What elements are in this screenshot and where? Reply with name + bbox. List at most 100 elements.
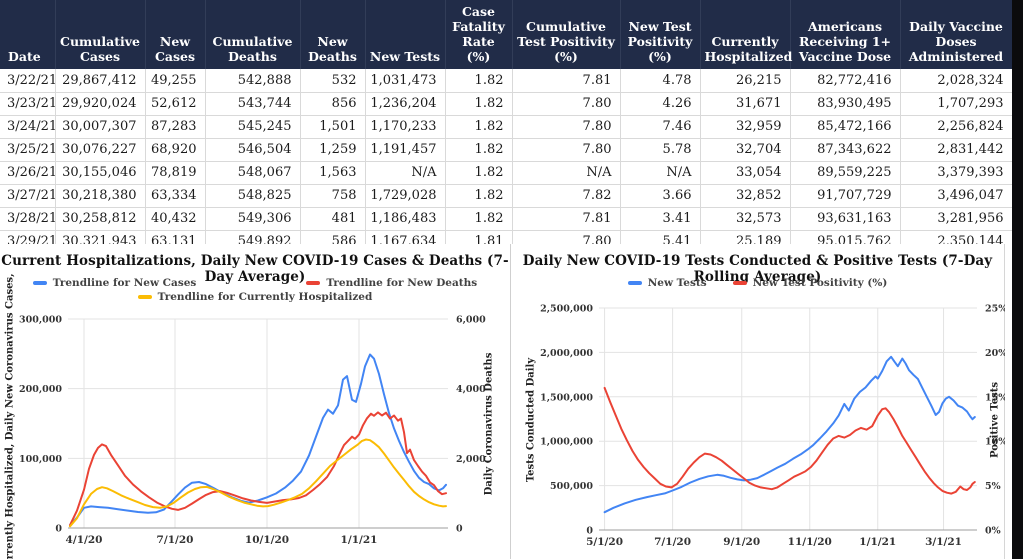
- left-chart-left-axis-title: Currently Hospitalized, Daily New Corona…: [4, 273, 16, 559]
- table-cell: 30,076,227: [55, 138, 146, 162]
- table-row: 3/25/21 30,076,227 68,920 546,504 1,259 1,191…: [0, 138, 1013, 162]
- table-row: 3/24/21 30,007,307 87,283 545,245 1,501 1,170…: [0, 115, 1013, 139]
- svg-text:7/1/20: 7/1/20: [654, 536, 691, 548]
- table-cell: 3/22/21: [0, 69, 56, 93]
- table-cell: 1.82: [445, 207, 513, 231]
- svg-text:0: 0: [456, 524, 463, 535]
- table-cell: 1.82: [445, 69, 513, 93]
- table-cell: 1,236,204: [365, 92, 446, 116]
- table-cell: 7.82: [512, 184, 621, 208]
- column-header: Currently Hospitalized: [700, 0, 792, 69]
- table-cell: 93,631,163: [790, 207, 901, 231]
- svg-text:1/1/21: 1/1/21: [859, 536, 896, 548]
- svg-text:2,000: 2,000: [456, 454, 486, 465]
- charts-row: Current Hospitalizations, Daily New COVI…: [0, 244, 1012, 559]
- column-header: New Cases: [145, 0, 206, 69]
- table-cell: 3/25/21: [0, 138, 56, 162]
- table-cell: 5.78: [620, 138, 701, 162]
- chart-panel-hospitalizations-cases-deaths: Current Hospitalizations, Daily New COVI…: [0, 244, 511, 559]
- table-cell: N/A: [620, 161, 701, 185]
- table-cell: 32,959: [700, 115, 791, 139]
- tests-positivity-chart: 5/1/20 7/1/20 9/1/20 11/1/20 1/1/21 3/1/21 0 0%…: [540, 304, 1005, 549]
- svg-text:2,500,000: 2,500,000: [540, 304, 593, 315]
- svg-text:10/1/20: 10/1/20: [245, 534, 289, 546]
- table-cell: 1,191,457: [365, 138, 446, 162]
- table-cell: 856: [300, 92, 366, 116]
- left-chart-title: Current Hospitalizations, Daily New COVI…: [1, 253, 509, 285]
- table-cell: 29,920,024: [55, 92, 146, 116]
- table-cell: 545,245: [205, 115, 301, 139]
- hospitalizations-cases-deaths-chart: 4/1/20 7/1/20 10/1/20 1/1/21 0 0 100,000 2,000 2…: [19, 315, 486, 547]
- table-cell: N/A: [512, 161, 621, 185]
- table-cell: 32,704: [700, 138, 791, 162]
- table-cell: 3/28/21: [0, 207, 56, 231]
- svg-text:1/1/21: 1/1/21: [341, 534, 378, 546]
- svg-text:7/1/20: 7/1/20: [157, 534, 194, 546]
- legend-label: Trendline for New Cases: [52, 277, 197, 289]
- svg-text:1,500,000: 1,500,000: [540, 392, 593, 403]
- column-header: New Tests: [365, 0, 446, 69]
- table-row: 3/26/21 30,155,046 78,819 548,067 1,563 N/A 1.…: [0, 161, 1013, 185]
- table-cell: 33,054: [700, 161, 791, 185]
- table-cell: 2,831,442: [900, 138, 1013, 162]
- table-cell: 49,255: [145, 69, 206, 93]
- table-cell: 532: [300, 69, 366, 93]
- table-header: Date Cumulative Cases New Cases Cumulative …: [0, 0, 1013, 69]
- table-cell: 1,501: [300, 115, 366, 139]
- column-header: Daily Vaccine Doses Administered: [900, 0, 1013, 69]
- legend-item-new-tests: New Tests: [627, 276, 707, 290]
- line-swatch-red: [732, 281, 747, 285]
- table-cell: 1,563: [300, 161, 366, 185]
- table-cell: 82,772,416: [790, 69, 901, 93]
- table-cell: 30,258,812: [55, 207, 146, 231]
- table-cell: 30,155,046: [55, 161, 146, 185]
- table-cell: 7.46: [620, 115, 701, 139]
- table-cell: 1,186,483: [365, 207, 446, 231]
- table-cell: 7.81: [512, 69, 621, 93]
- svg-text:3/1/21: 3/1/21: [925, 536, 962, 548]
- table-cell: 32,573: [700, 207, 791, 231]
- table-cell: 3.41: [620, 207, 701, 231]
- table-cell: 549,306: [205, 207, 301, 231]
- table-cell: 1,707,293: [900, 92, 1013, 116]
- table-cell: 3/26/21: [0, 161, 56, 185]
- table-cell: 542,888: [205, 69, 301, 93]
- table-cell: 30,007,307: [55, 115, 146, 139]
- legend-item-new-test-positivity: New Test Positivity (%): [732, 276, 887, 290]
- table-cell: 1,170,233: [365, 115, 446, 139]
- svg-text:500,000: 500,000: [550, 481, 593, 492]
- column-header: New Test Positivity (%): [620, 0, 701, 69]
- svg-text:5%: 5%: [985, 481, 1001, 492]
- svg-text:15%: 15%: [985, 392, 1005, 403]
- table-cell: 52,612: [145, 92, 206, 116]
- table-cell: 7.80: [512, 115, 621, 139]
- table-row: 3/28/21 30,258,812 40,432 549,306 481 1,186,4…: [0, 207, 1013, 231]
- table-cell: 1.82: [445, 184, 513, 208]
- svg-text:200,000: 200,000: [19, 384, 62, 395]
- legend-label: Trendline for New Deaths: [326, 277, 478, 289]
- table-row: 3/22/21 29,867,412 49,255 542,888 532 1,031,4…: [0, 69, 1013, 93]
- table-cell: 3,496,047: [900, 184, 1013, 208]
- column-header: Cumulative Deaths: [205, 0, 301, 69]
- table-cell: 548,825: [205, 184, 301, 208]
- svg-text:2,000,000: 2,000,000: [540, 348, 593, 359]
- table-cell: 3,281,956: [900, 207, 1013, 231]
- table-cell: 87,343,622: [790, 138, 901, 162]
- svg-text:20%: 20%: [985, 348, 1005, 359]
- table-cell: 87,283: [145, 115, 206, 139]
- table-cell: 85,472,166: [790, 115, 901, 139]
- right-chart-right-axis-title: Positive Tests: [989, 382, 1001, 458]
- table-cell: 1.82: [445, 161, 513, 185]
- table-cell: 2,256,824: [900, 115, 1013, 139]
- svg-text:25%: 25%: [985, 304, 1005, 315]
- table-cell: 3/27/21: [0, 184, 56, 208]
- legend-item-new-deaths: Trendline for New Deaths: [306, 276, 477, 290]
- svg-text:9/1/20: 9/1/20: [723, 536, 760, 548]
- right-chart-title: Daily New COVID-19 Tests Conducted & Pos…: [522, 253, 993, 285]
- svg-text:4,000: 4,000: [456, 384, 486, 395]
- table-cell: 89,559,225: [790, 161, 901, 185]
- right-chart-legend: New Tests New Test Positivity (%): [511, 276, 1004, 290]
- svg-text:0%: 0%: [985, 526, 1001, 537]
- table-cell: 29,867,412: [55, 69, 146, 93]
